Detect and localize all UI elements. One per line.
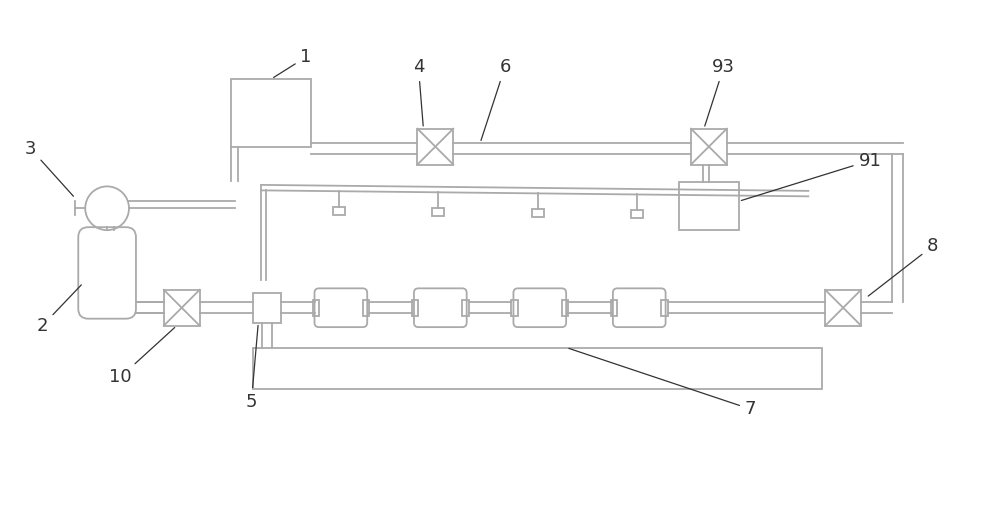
Bar [511, 300, 518, 315]
Text: 6: 6 [481, 58, 511, 140]
Text: 1: 1 [274, 48, 312, 78]
Bar [333, 207, 345, 215]
Bar [661, 300, 668, 315]
Bar [611, 300, 617, 315]
Text: 10: 10 [109, 327, 175, 386]
Bar [462, 300, 469, 315]
Bar [432, 208, 444, 216]
Text: 5: 5 [246, 325, 258, 411]
Bar [231, 79, 311, 147]
Bar [253, 348, 822, 390]
Bar [679, 182, 739, 230]
Text: 93: 93 [705, 58, 735, 126]
Bar [532, 209, 544, 217]
Bar [412, 300, 418, 315]
Text: 4: 4 [413, 58, 424, 126]
Text: 7: 7 [569, 349, 756, 418]
Text: 91: 91 [741, 152, 881, 200]
Text: 3: 3 [25, 139, 73, 196]
Bar [363, 300, 369, 315]
Bar [313, 300, 319, 315]
Bar [631, 210, 643, 219]
Text: 8: 8 [868, 237, 938, 296]
Text: 2: 2 [37, 285, 81, 335]
Bar [562, 300, 568, 315]
Bar [253, 293, 281, 323]
